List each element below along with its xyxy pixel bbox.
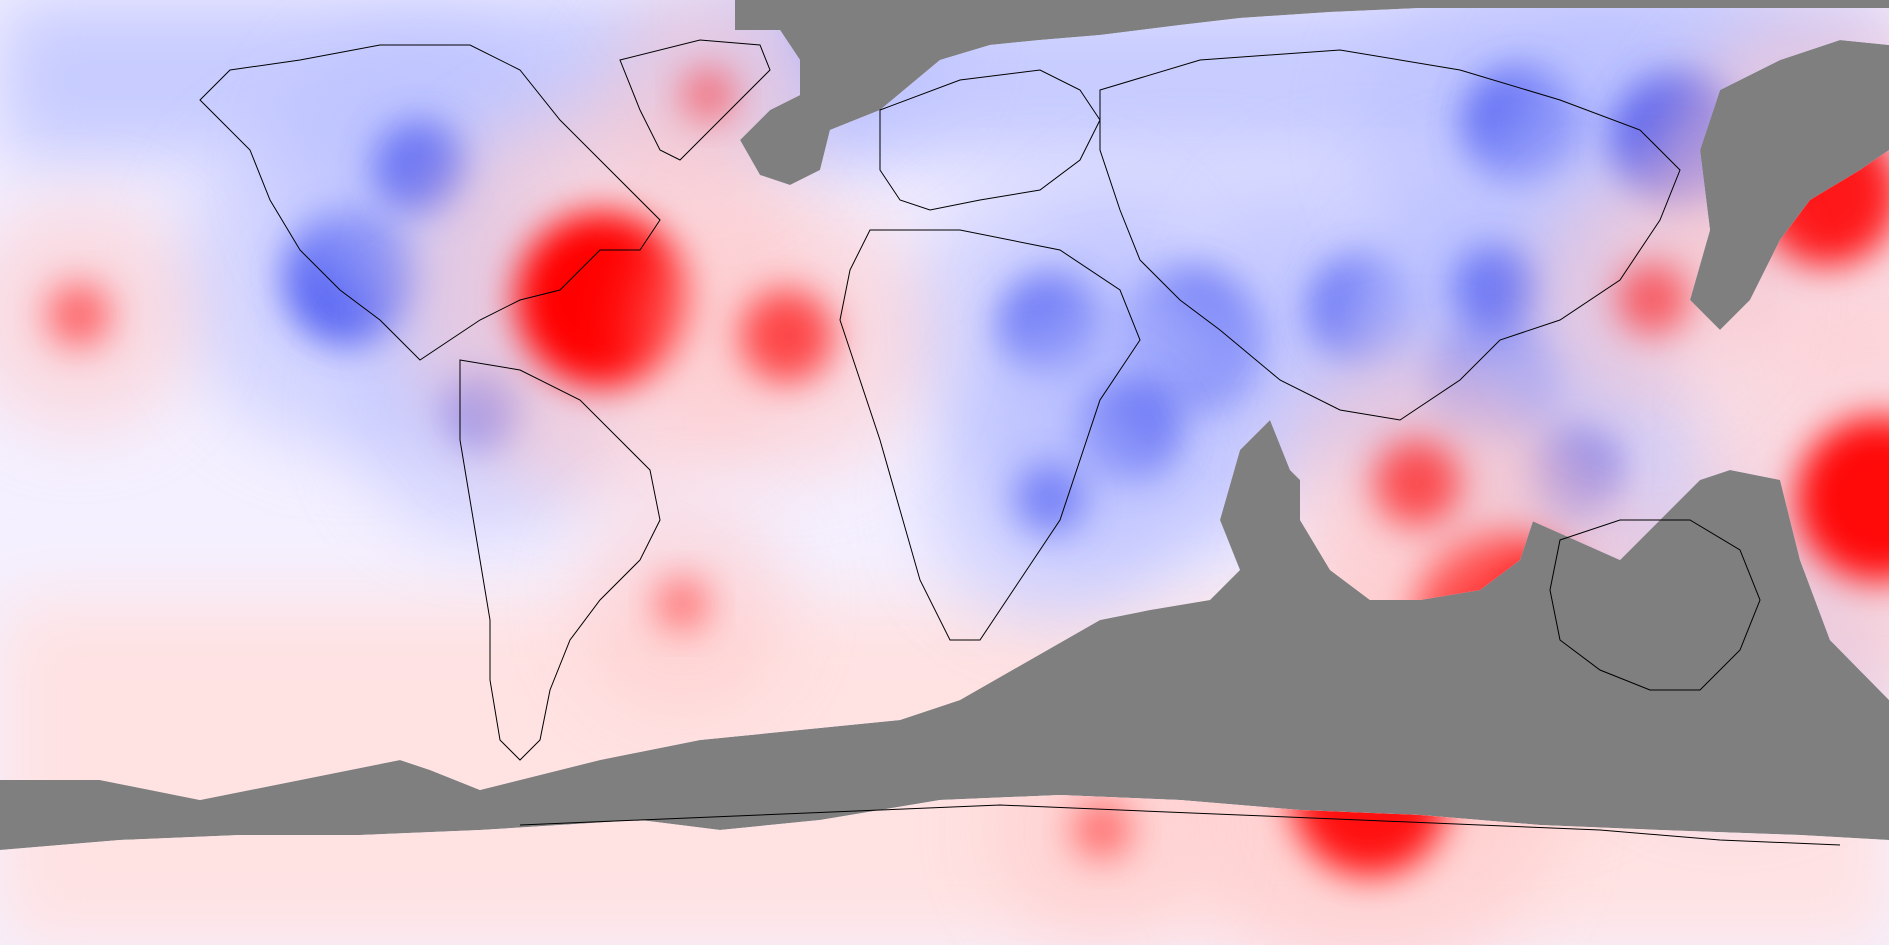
coastline-south-america <box>459 359 661 761</box>
hotspot-north-pacific-west <box>45 282 112 348</box>
hotspot-eastern-atlantic <box>740 289 834 383</box>
coastlines <box>199 39 1841 846</box>
hotspot-south-america <box>655 577 709 631</box>
coastline-antarctica <box>519 804 1841 846</box>
coastline-north-america <box>199 44 661 361</box>
hotspot-antarctic-coast <box>1072 799 1132 860</box>
hotspot-japan <box>1616 263 1689 336</box>
coastline-asia <box>1099 49 1681 421</box>
coastline-europe <box>879 69 1101 211</box>
hotspot-central-pacific-equator <box>1795 415 1889 582</box>
hotspot-bay-of-bengal <box>1373 439 1460 527</box>
coldspot-china <box>1452 245 1539 332</box>
coastline-africa <box>839 229 1141 641</box>
coastline-australia <box>1549 519 1761 691</box>
hotspot-greenland <box>681 67 735 122</box>
coastline-greenland <box>619 39 771 161</box>
coldspot-central-africa <box>1013 462 1086 535</box>
